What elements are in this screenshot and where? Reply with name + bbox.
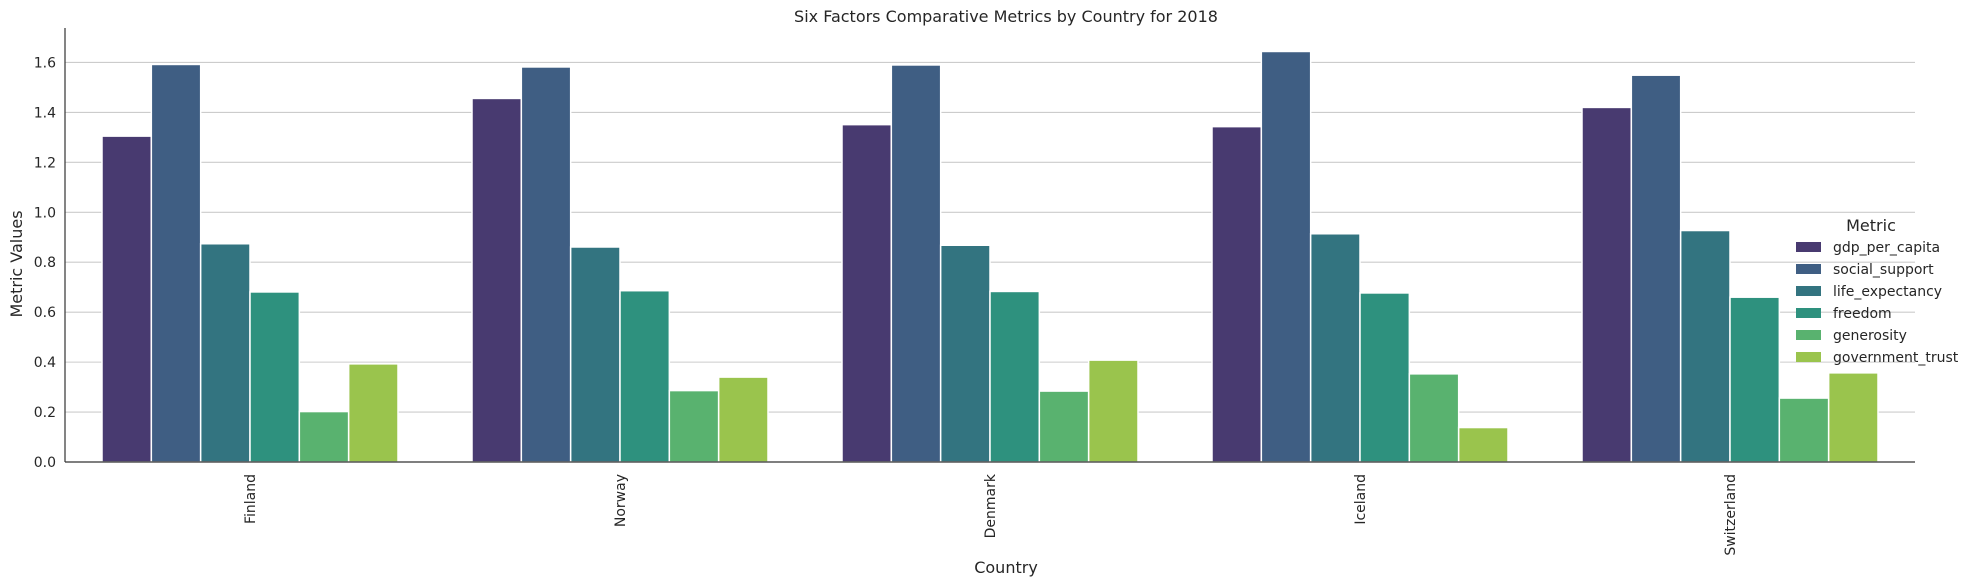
legend-swatch-government_trust	[1796, 352, 1821, 362]
y-tick-label: 0.8	[34, 255, 56, 271]
legend-swatch-gdp_per_capita	[1796, 242, 1821, 252]
bar-life_expectancy-iceland	[1309, 233, 1361, 463]
x-tick-label: Norway	[613, 474, 629, 527]
bar-social_support-switzerland	[1630, 74, 1682, 463]
bar-social_support-finland	[150, 63, 202, 463]
bar-government_trust-denmark	[1087, 359, 1139, 463]
legend-label-freedom: freedom	[1833, 306, 1892, 322]
y-tick-label: 1.4	[34, 105, 56, 121]
y-tick-label: 0.0	[34, 455, 56, 471]
legend-label-social_support: social_support	[1833, 262, 1934, 278]
y-tick-label: 1.2	[34, 155, 56, 171]
bar-freedom-switzerland	[1729, 296, 1781, 463]
bar-gdp_per_capita-finland	[101, 135, 153, 463]
bar-generosity-iceland	[1408, 373, 1460, 463]
y-tick-label: 1.0	[34, 205, 56, 221]
legend-swatch-life_expectancy	[1796, 286, 1821, 296]
bar-government_trust-switzerland	[1827, 372, 1879, 463]
bar-gdp_per_capita-iceland	[1211, 125, 1263, 463]
bar-freedom-denmark	[989, 290, 1041, 463]
bar-social_support-denmark	[890, 64, 942, 463]
bar-gdp_per_capita-denmark	[841, 123, 893, 463]
legend-swatch-social_support	[1796, 264, 1821, 274]
bar-generosity-norway	[668, 389, 720, 463]
legend-label-gdp_per_capita: gdp_per_capita	[1833, 240, 1940, 256]
axes	[64, 28, 1915, 463]
legend-label-life_expectancy: life_expectancy	[1833, 284, 1942, 300]
bar-government_trust-finland	[347, 363, 399, 463]
bar-social_support-norway	[520, 66, 572, 463]
bar-gdp_per_capita-norway	[471, 97, 523, 463]
x-tick-label: Switzerland	[1723, 474, 1739, 556]
bar-generosity-finland	[298, 410, 350, 463]
bar-life_expectancy-switzerland	[1679, 229, 1731, 463]
y-tick-label: 0.6	[34, 305, 56, 321]
x-tick-label: Finland	[243, 474, 259, 524]
bar-generosity-denmark	[1038, 390, 1090, 463]
bar-life_expectancy-finland	[199, 243, 251, 463]
legend-swatch-freedom	[1796, 308, 1821, 318]
bar-generosity-switzerland	[1778, 397, 1830, 463]
y-tick-label: 0.4	[34, 355, 56, 371]
bar-freedom-norway	[619, 289, 671, 463]
bar-gdp_per_capita-switzerland	[1581, 106, 1633, 463]
bars	[101, 50, 1879, 463]
y-axis-label: Metric Values	[7, 210, 26, 317]
legend-title: Metric	[1846, 216, 1896, 235]
y-tick-label: 1.6	[34, 55, 56, 71]
chart-title: Six Factors Comparative Metrics by Count…	[794, 7, 1218, 26]
bar-life_expectancy-norway	[569, 246, 621, 463]
ticks: 0.0 0.2 0.4 0.6 0.8 1.0 1.2 1.4 1.6 Finland Norway…	[34, 55, 1739, 555]
bar-government_trust-iceland	[1457, 426, 1509, 463]
x-axis-label: Country	[974, 558, 1038, 577]
legend: Metric gdp_per_capita social_support life_…	[1796, 216, 1959, 366]
bar-government_trust-norway	[717, 376, 769, 463]
legend-label-government_trust: government_trust	[1833, 350, 1959, 366]
x-tick-label: Denmark	[983, 473, 999, 538]
legend-swatch-generosity	[1796, 330, 1821, 340]
bar-freedom-iceland	[1359, 292, 1411, 463]
bar-freedom-finland	[249, 291, 301, 463]
y-tick-label: 0.2	[34, 405, 56, 421]
bar-life_expectancy-denmark	[939, 244, 991, 463]
bar-social_support-iceland	[1260, 50, 1312, 463]
x-tick-label: Iceland	[1353, 474, 1369, 525]
legend-label-generosity: generosity	[1833, 328, 1907, 344]
